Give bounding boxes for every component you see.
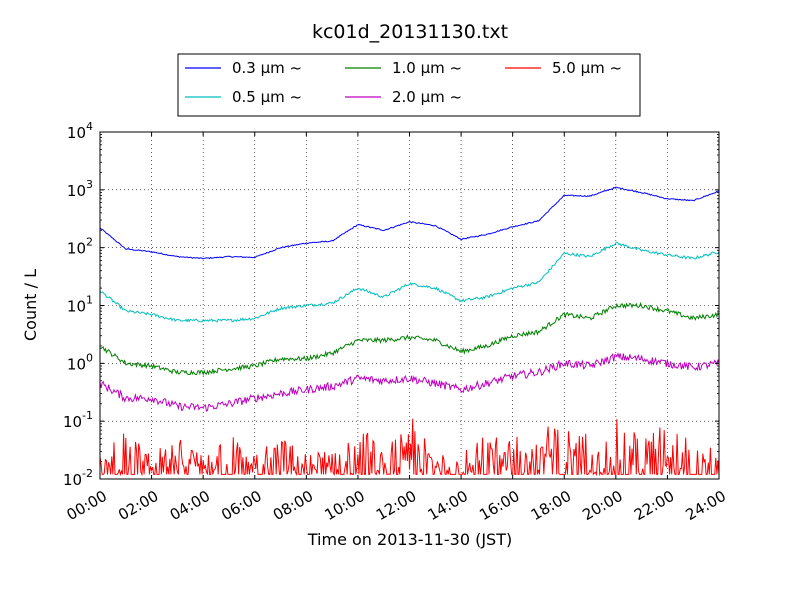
- y-tick-label: 100: [67, 351, 93, 373]
- major-ticks: [99, 131, 720, 480]
- legend-box: [177, 53, 641, 117]
- x-tick-label: 10:00: [321, 487, 367, 524]
- legend-label: 0.3 μm ~: [232, 59, 302, 77]
- x-tick-label: 06:00: [218, 487, 264, 524]
- y-tick-labels: 10-2 10-1 100 101 102 103 104: [63, 120, 93, 489]
- series-line: [99, 186, 720, 260]
- chart-title: kc01d_20131130.txt: [312, 21, 508, 43]
- x-tick-label: 20:00: [579, 487, 625, 524]
- series-lines: [99, 186, 720, 477]
- legend-label: 1.0 μm ~: [392, 59, 462, 77]
- legend: 0.3 μm ~ 0.5 μm ~ 1.0 μm ~ 2.0 μm ~ 5.0 μm ~: [177, 53, 641, 117]
- plot-area: [100, 132, 719, 479]
- x-tick-label: 16:00: [476, 487, 522, 524]
- series-line: [99, 241, 720, 323]
- x-tick-label: 00:00: [64, 487, 110, 524]
- legend-entries: 0.3 μm ~ 0.5 μm ~ 1.0 μm ~ 2.0 μm ~ 5.0 μm ~: [185, 59, 622, 106]
- x-tick-label: 02:00: [115, 487, 161, 524]
- y-tick-label: 104: [67, 120, 93, 142]
- x-tick-label: 12:00: [373, 487, 419, 524]
- x-axis-label: Time on 2013-11-30 (JST): [307, 530, 512, 549]
- x-tick-label: 14:00: [425, 487, 471, 524]
- y-tick-label: 101: [67, 294, 93, 316]
- series-line: [99, 352, 720, 412]
- x-tick-labels: 00:00 02:00 04:00 06:00 08:00 10:00 12:00 14:00…: [64, 487, 729, 524]
- y-axis-label: Count / L: [21, 269, 40, 341]
- series-line: [99, 418, 720, 477]
- y-tick-label: 103: [67, 178, 93, 200]
- legend-label: 0.5 μm ~: [232, 88, 302, 106]
- legend-label: 2.0 μm ~: [392, 88, 462, 106]
- x-tick-label: 24:00: [683, 487, 729, 524]
- y-tick-label: 10-1: [63, 409, 93, 431]
- x-tick-label: 18:00: [528, 487, 574, 524]
- x-tick-label: 22:00: [631, 487, 677, 524]
- legend-label: 5.0 μm ~: [552, 59, 622, 77]
- y-tick-label: 10-2: [63, 467, 93, 489]
- x-tick-label: 08:00: [270, 487, 316, 524]
- series-line: [99, 301, 720, 377]
- y-tick-label: 102: [67, 236, 93, 258]
- x-tick-label: 04:00: [167, 487, 213, 524]
